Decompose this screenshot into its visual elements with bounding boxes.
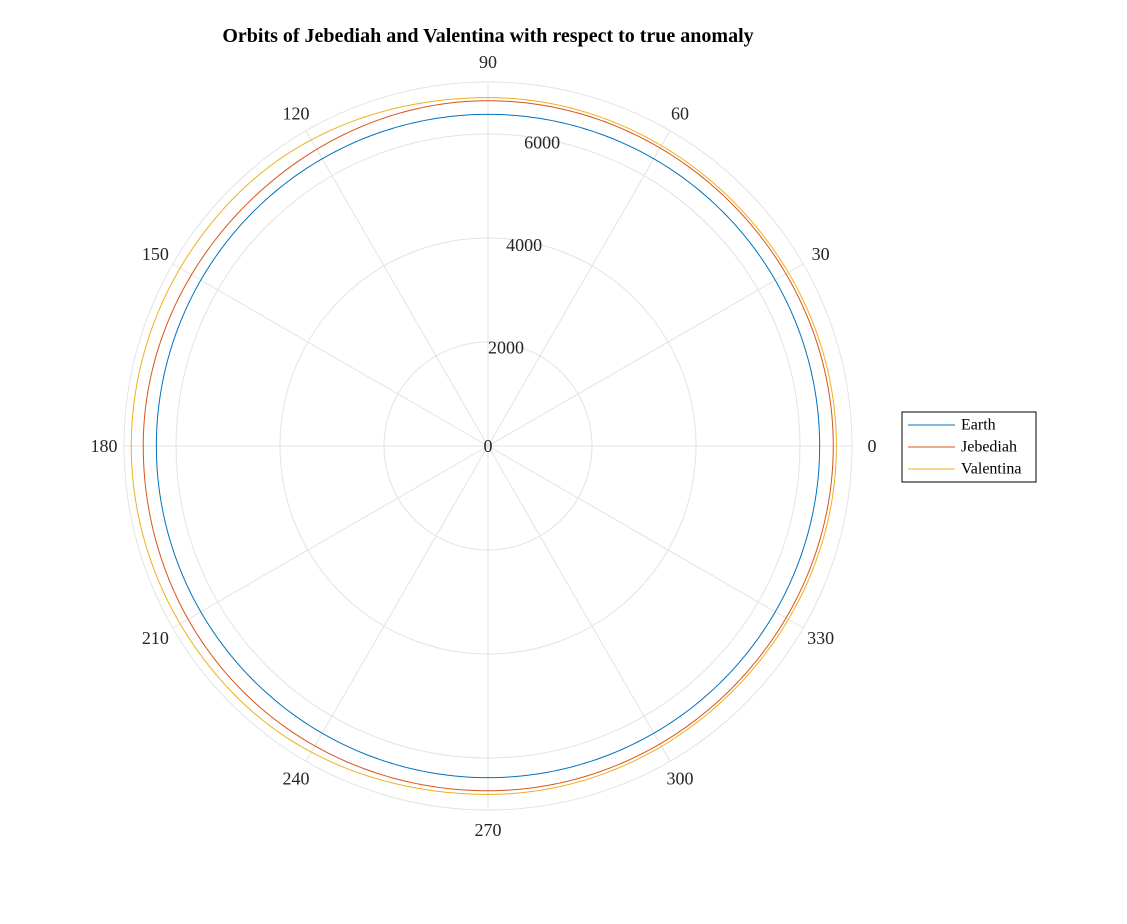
theta-tick-label: 60 — [671, 103, 689, 123]
grid-spoke — [487, 130, 671, 447]
grid-spoke — [172, 445, 489, 629]
r-tick-label: 0 — [484, 436, 493, 456]
theta-tick-label: 300 — [667, 769, 694, 789]
legend-label: Valentina — [961, 461, 1021, 478]
grid-spoke — [305, 130, 489, 447]
series-line-valentina — [130, 97, 837, 795]
theta-tick-label: 0 — [868, 436, 877, 456]
theta-tick-label: 240 — [282, 769, 309, 789]
r-tick-label: 6000 — [524, 133, 560, 153]
theta-tick-label: 210 — [142, 628, 169, 648]
series-line-earth — [155, 113, 821, 779]
theta-tick-label: 150 — [142, 244, 169, 264]
grid-spoke — [487, 263, 804, 447]
polar-grid — [123, 81, 853, 811]
grid-spoke — [487, 445, 804, 629]
r-tick-label: 2000 — [488, 338, 524, 358]
legend-label: Earth — [961, 417, 996, 434]
grid-spoke — [305, 445, 489, 762]
series-line-jebediah — [142, 100, 834, 792]
series-lines — [130, 97, 837, 795]
theta-tick-label: 90 — [479, 52, 497, 72]
r-tick-labels: 0 2000 4000 6000 — [484, 133, 561, 456]
grid-spoke — [172, 263, 489, 447]
legend: Earth Jebediah Valentina — [901, 411, 1037, 483]
theta-tick-label: 270 — [475, 820, 502, 840]
grid-spoke — [487, 445, 671, 762]
theta-tick-label: 330 — [807, 628, 834, 648]
theta-tick-labels: 0 30 60 90 120 150 180 210 240 270 300 330 — [90, 52, 876, 840]
legend-label: Jebediah — [961, 439, 1017, 456]
theta-tick-label: 180 — [90, 436, 117, 456]
theta-tick-label: 30 — [812, 244, 830, 264]
r-tick-label: 4000 — [506, 235, 542, 255]
theta-tick-label: 120 — [282, 103, 309, 123]
chart-title: Orbits of Jebediah and Valentina with re… — [222, 25, 753, 47]
